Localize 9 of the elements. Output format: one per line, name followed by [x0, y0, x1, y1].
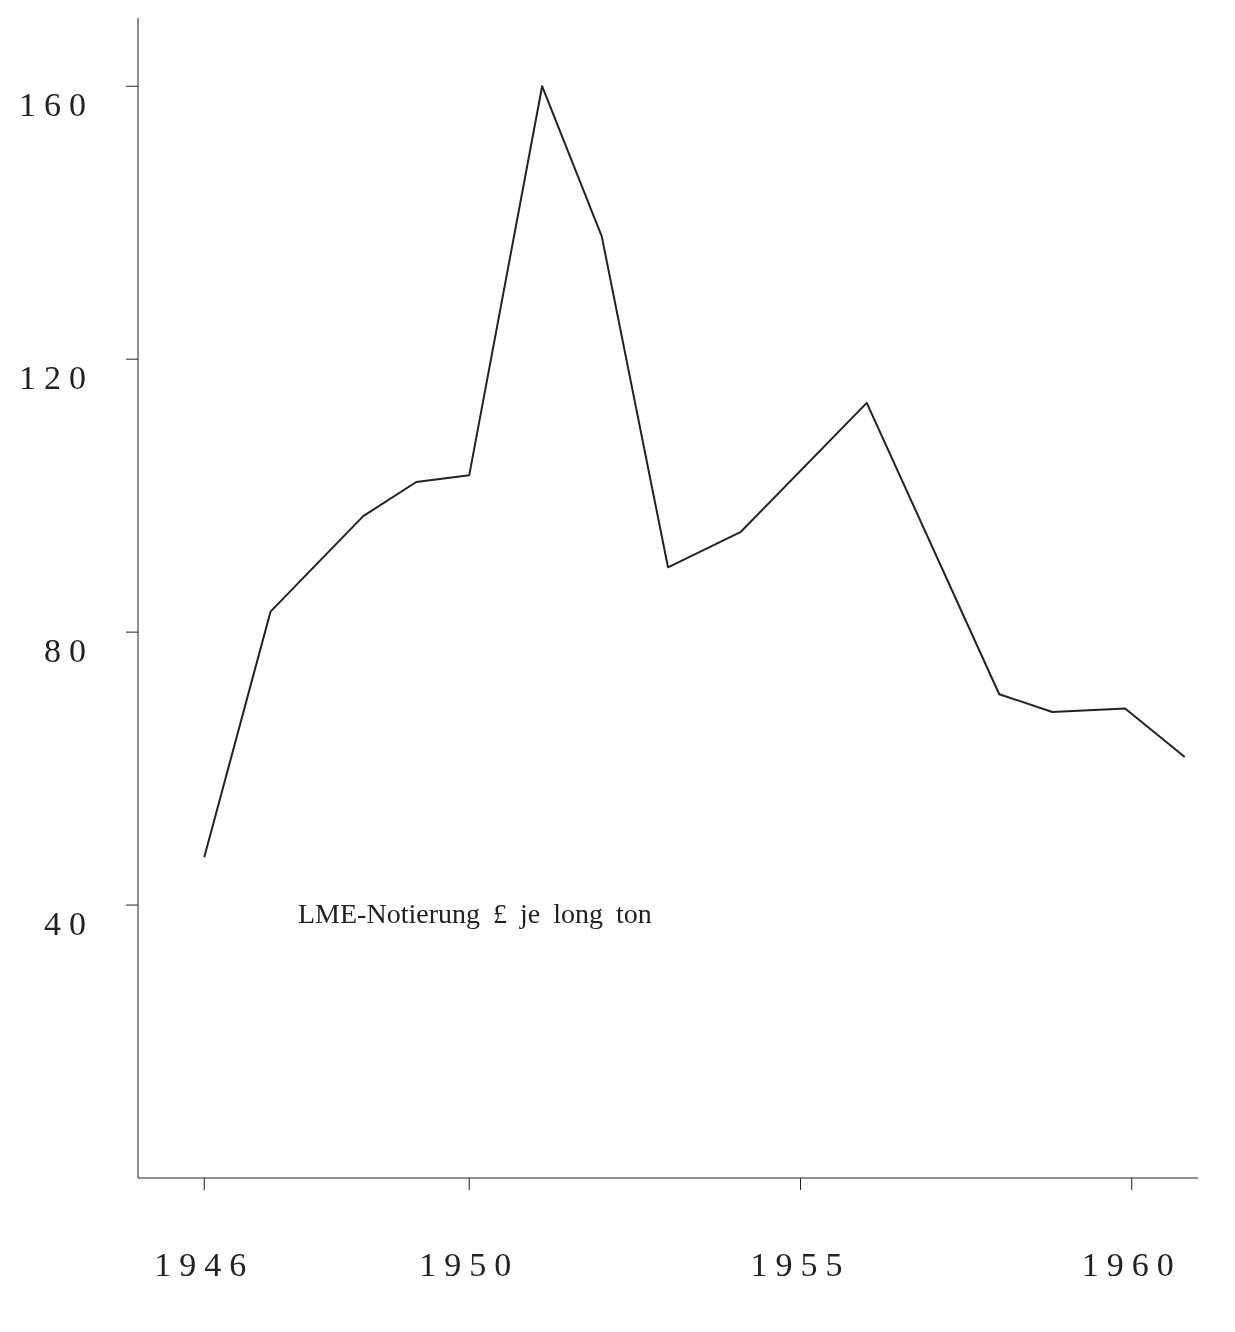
annotation: LME-Notierung £ je long ton: [298, 898, 652, 930]
y-tick-label: 160: [19, 86, 94, 124]
y-tick-label: 120: [19, 359, 94, 397]
y-tick-label: 40: [44, 905, 94, 943]
x-tick-label: 1950: [419, 1246, 520, 1284]
x-tick-label: 1960: [1081, 1246, 1182, 1284]
y-tick-label: 80: [44, 632, 94, 670]
x-tick-label: 1946: [154, 1246, 255, 1284]
x-tick-label: 1955: [750, 1246, 851, 1284]
